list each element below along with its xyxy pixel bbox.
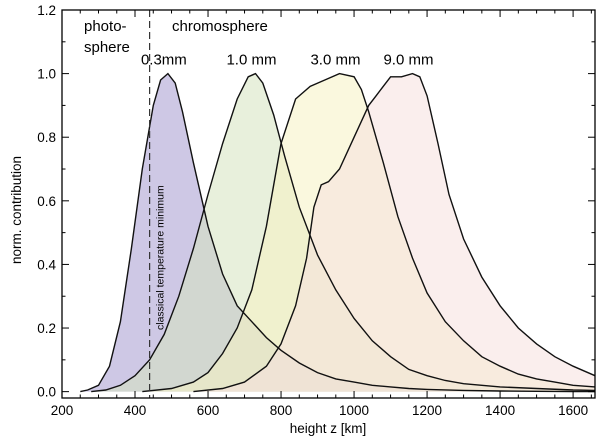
x-tick-label: 400: [124, 403, 147, 418]
series-label-0: 0.3mm: [141, 52, 187, 69]
y-axis-ticks: 0.0 0.2 0.4 0.6 0.8 1.0 1.2: [37, 3, 595, 400]
series-line-3: [193, 72, 596, 393]
x-axis-label: height z [km]: [290, 421, 367, 436]
temperature-minimum-label: classical temperature minimum: [155, 185, 167, 330]
series-label-1: 1.0 mm: [226, 52, 276, 69]
series-line-1: [91, 72, 596, 393]
y-tick-label: 0.0: [37, 385, 56, 400]
series-label-2: 3.0 mm: [310, 52, 360, 69]
series-label-3: 9.0 mm: [383, 52, 433, 69]
x-axis-ticks: 200 400 600 800 1000 1200 1400 1600: [51, 10, 592, 418]
plot-frame: [61, 9, 596, 399]
y-tick-label: 0.4: [37, 257, 56, 272]
photosphere-label-line2: sphere: [84, 39, 130, 56]
y-tick-label: 0.2: [37, 321, 56, 336]
series-area-1: [91, 73, 595, 392]
x-tick-label: 600: [197, 403, 220, 418]
chromosphere-label: chromosphere: [172, 18, 268, 35]
y-tick-label: 0.6: [37, 194, 56, 209]
x-tick-label: 800: [270, 403, 293, 418]
photosphere-label-line1: photo-: [84, 18, 127, 35]
series-line-2: [142, 72, 596, 393]
y-tick-label: 1.0: [37, 67, 56, 82]
x-tick-label: 200: [51, 403, 74, 418]
x-tick-label: 1400: [485, 403, 515, 418]
series-line-0: [80, 72, 595, 393]
x-tick-label: 1000: [339, 403, 369, 418]
y-tick-label: 1.2: [37, 3, 56, 18]
x-tick-label: 1200: [412, 403, 442, 418]
x-tick-label: 1600: [558, 403, 588, 418]
series-labels: 0.3mm 1.0 mm 3.0 mm 9.0 mm: [141, 52, 434, 69]
y-axis-label: norm. contribution: [9, 156, 24, 264]
series-curves: [80, 72, 596, 393]
y-tick-label: 0.8: [37, 130, 56, 145]
